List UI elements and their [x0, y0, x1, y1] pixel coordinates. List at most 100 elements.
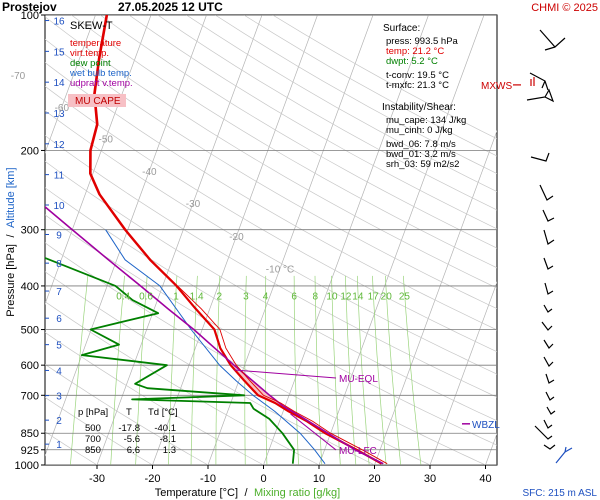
mixing-ratio-line [244, 275, 247, 465]
sfc-altitude-label: SFC: 215 m ASL [523, 488, 598, 499]
dry-adiabat [45, 85, 497, 353]
srh-03: srh_03: 59 m2/s2 [386, 159, 459, 170]
table-cell: 850 [85, 445, 101, 456]
altitude-tick-label: 16 [53, 17, 65, 28]
wind-barb [543, 419, 553, 429]
isotherm-line [45, 15, 96, 154]
dry-adiabat [128, 15, 497, 230]
dry-adiabat [157, 15, 497, 211]
altitude-tick-label: 5 [56, 341, 62, 352]
wind-barb [543, 304, 553, 313]
wind-barb [543, 444, 556, 450]
wind-barb [545, 373, 555, 384]
series-line-wet-bulb-temp- [105, 229, 326, 464]
instability-title: Instability/Shear: [382, 102, 456, 113]
dry-adiabat [45, 62, 497, 331]
series-line-temperature [89, 15, 383, 465]
temperature-tick-label: -20 [145, 473, 161, 485]
isotherm-label: -20 [229, 232, 244, 243]
legend-item-dew-point: dew point [70, 58, 111, 69]
credit-label: CHMI © 2025 [531, 2, 598, 14]
pressure-tick-label: 100 [21, 10, 39, 22]
altitude-tick-label: 9 [56, 230, 62, 241]
pressure-tick-label: 600 [21, 360, 39, 372]
mixing-ratio-label: 10 [326, 291, 338, 302]
mixing-ratio-label: 12 [340, 291, 352, 302]
dry-adiabat [45, 38, 497, 310]
wind-barb-surface [555, 446, 573, 464]
bwd-06: bwd_06: 7.8 m/s [386, 139, 456, 150]
pressure-tick-label: 500 [21, 325, 39, 337]
altitude-tick-label: 10 [53, 201, 65, 212]
mixing-ratio-label: 6 [291, 291, 297, 302]
mu-cape: mu_cape: 134 J/kg [386, 115, 466, 126]
dry-adiabat [45, 110, 497, 375]
mxws-barb [530, 77, 535, 86]
cape-legend-label: MU CAPE [75, 96, 121, 107]
mixing-ratio-label: 0.6 [139, 291, 153, 302]
lfc-leader [290, 413, 337, 451]
wind-barbs [526, 29, 573, 464]
series-line-udpraft-v-temp- [45, 205, 384, 465]
y-axis-title-altitude: Altitude [km] [5, 167, 17, 228]
legend: SKEW-T temperature virt.temp. dew point … [68, 20, 133, 107]
isotherm-line [45, 15, 207, 457]
isotherm-label: -30 [186, 199, 201, 210]
wbzl-label: WBZL [472, 420, 500, 431]
mixing-ratio-label: 1.4 [190, 291, 204, 302]
bwd-01: bwd_01: 3.2 m/s [386, 149, 456, 160]
mixing-ratio-label: 20 [381, 291, 393, 302]
mixing-ratio-label: 0.4 [116, 291, 130, 302]
dry-adiabat [45, 135, 497, 398]
wind-barb [546, 406, 556, 415]
pressure-tick-label: 700 [21, 390, 39, 402]
isotherm-label: -10 °C [266, 265, 294, 276]
wind-barb [543, 339, 554, 349]
mixing-ratio-label: 8 [312, 291, 318, 302]
mixing-ratio-line [293, 275, 299, 465]
altitude-tick-label: 7 [56, 287, 62, 298]
isotherm-line [96, 15, 263, 465]
dry-adiabat [45, 160, 497, 422]
pressure-tick-label: 400 [21, 281, 39, 293]
mixing-ratio-line [70, 275, 89, 465]
table-header-p: p [hPa] [78, 407, 108, 418]
altitude-tick-label: 11 [54, 171, 65, 182]
y-axis-title-group: Pressure [hPa] / Altitude [km] [5, 167, 17, 316]
dry-adiabat [45, 16, 497, 289]
table-cell: -17.8 [118, 423, 140, 434]
series-line-virt-temp [90, 15, 388, 465]
surface-pressure: press: 993.5 hPa [386, 36, 459, 47]
table-cell: -8.1 [160, 434, 176, 445]
dry-adiabat [71, 15, 497, 269]
pressure-tick-label: 925 [21, 445, 39, 457]
surface-dewpoint: dwpt: 5.2 °C [386, 56, 438, 67]
x-axis-separator: / [244, 487, 248, 499]
wind-barb [539, 29, 566, 51]
pressure-tick-label: 200 [21, 145, 39, 157]
wind-barb [543, 229, 555, 245]
temperature-tick-label: 20 [368, 473, 380, 485]
isotherm-line [374, 129, 497, 465]
mixing-ratio-line [356, 275, 370, 465]
mixing-ratio-line [168, 275, 178, 465]
x-axis-title: Temperature [°C] [155, 487, 238, 499]
altitude-tick-label: 12 [53, 140, 65, 151]
mixing-ratio-line [190, 275, 198, 465]
table-header-td: Td [°C] [148, 407, 178, 418]
temperature-tick-label: 10 [313, 473, 325, 485]
dry-adiabat [99, 15, 497, 249]
wind-barb [544, 282, 554, 295]
isotherm-line [429, 281, 497, 465]
isotherm-grid [45, 15, 497, 465]
altitude-tick-label: 13 [53, 109, 65, 120]
legend-item-virt-temp: virt.temp. [70, 48, 109, 59]
table-cell: -5.6 [124, 434, 140, 445]
y-axis-title: Pressure [hPa] [5, 244, 17, 317]
table-header-t: T [126, 407, 132, 418]
altitude-tick-label: 3 [56, 392, 62, 403]
t-mxfc: t-mxfc: 21.3 °C [386, 80, 449, 91]
mixing-ratio-label: 25 [399, 291, 411, 302]
